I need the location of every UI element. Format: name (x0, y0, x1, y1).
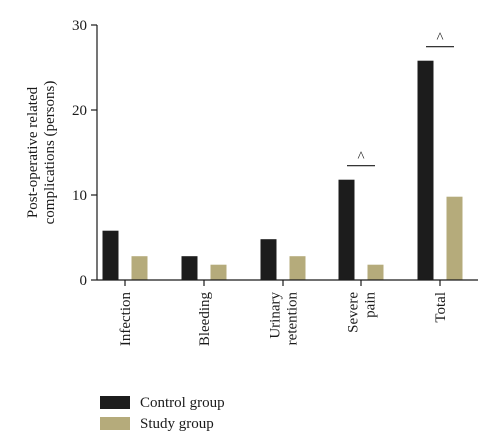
y-tick-label-1: 10 (72, 188, 87, 204)
y-axis-title-line-2: complications (persons) (42, 81, 58, 225)
bar-study-4 (446, 196, 463, 280)
x-tick-label-4-0: Total (433, 292, 449, 323)
x-tick-label-2-1: retention (285, 292, 301, 346)
y-tick-label-3: 30 (72, 18, 87, 34)
bar-control-1 (181, 256, 198, 280)
x-tick-label-2-0: Urinary (268, 292, 284, 339)
significance-mark-0: ^ (357, 150, 364, 166)
bar-study-2 (289, 256, 306, 280)
x-tick-label-1-0: Bleeding (197, 292, 213, 347)
bar-control-0 (102, 230, 119, 280)
legend-label-control: Control group (140, 395, 225, 411)
legend: Control group Study group (100, 395, 225, 432)
bar-study-3 (367, 264, 384, 280)
bar-study-1 (210, 264, 227, 280)
significance-annotations: ^^ (347, 31, 454, 167)
y-tick-label-2: 20 (72, 103, 87, 119)
x-tick-label-3-1: pain (363, 292, 379, 318)
bar-study-0 (131, 256, 148, 280)
legend-swatch-study (100, 417, 130, 430)
legend-swatch-control (100, 396, 130, 409)
y-axis: 0 10 20 30 (72, 18, 98, 289)
significance-mark-1: ^ (436, 31, 443, 47)
x-axis: Infection Bleeding Urinary retention Severe p… (97, 279, 478, 347)
bar-control-2 (260, 239, 277, 280)
legend-label-study: Study group (140, 416, 214, 432)
y-tick-label-0: 0 (80, 273, 88, 289)
bars (102, 60, 463, 281)
x-tick-label-0-0: Infection (118, 292, 134, 347)
y-axis-title: Post-operative related complications (per… (25, 81, 58, 225)
bar-control-3 (338, 179, 355, 280)
x-tick-label-3-0: Severe (346, 292, 362, 333)
bar-control-4 (417, 60, 434, 281)
y-axis-title-line-1: Post-operative related (25, 86, 41, 218)
